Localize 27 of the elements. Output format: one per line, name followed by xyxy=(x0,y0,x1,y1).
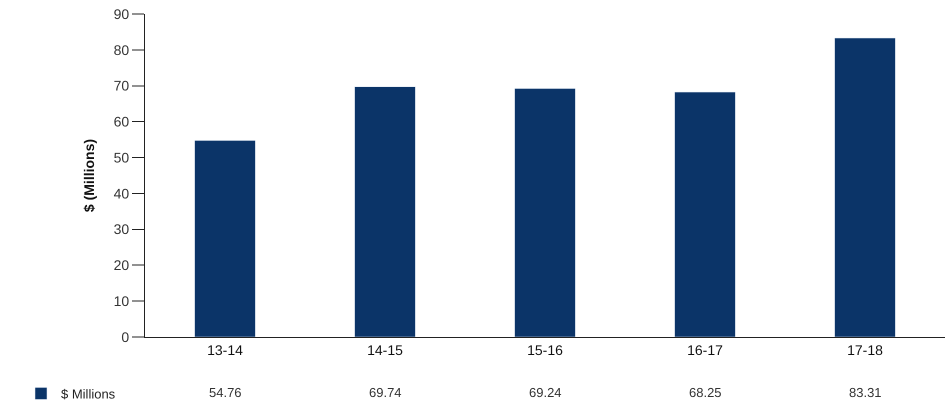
x-tick-label: 13-14 xyxy=(207,342,244,358)
x-tick-label: 15-16 xyxy=(527,342,564,358)
bar xyxy=(354,86,416,337)
x-tick-label: 17-18 xyxy=(847,342,884,358)
y-tick-label: 0 xyxy=(121,328,130,345)
y-axis-title: $ (Millions) xyxy=(81,138,98,212)
bar xyxy=(194,140,256,337)
y-tick-label: 50 xyxy=(114,149,130,166)
y-tick-label: 70 xyxy=(114,78,130,94)
y-tick-label: 90 xyxy=(114,6,130,22)
bar xyxy=(514,88,576,337)
data-label: 83.31 xyxy=(849,385,882,400)
y-tick-label: 60 xyxy=(114,114,130,130)
data-label: 69.24 xyxy=(529,385,562,400)
y-tick-label: 20 xyxy=(114,257,130,274)
y-tick-label: 80 xyxy=(114,42,130,58)
x-tick-label: 14-15 xyxy=(367,342,404,358)
bar xyxy=(834,38,896,337)
x-tick-label: 16-17 xyxy=(687,342,724,358)
y-tick-label: 40 xyxy=(114,185,130,202)
data-label: 68.25 xyxy=(689,385,722,400)
data-label: 69.74 xyxy=(369,385,402,400)
legend-label: $ Millions xyxy=(61,386,116,402)
y-tick-label: 30 xyxy=(114,221,130,238)
y-tick-label: 10 xyxy=(114,293,130,310)
data-label: 54.76 xyxy=(209,385,242,400)
bar xyxy=(674,92,736,337)
